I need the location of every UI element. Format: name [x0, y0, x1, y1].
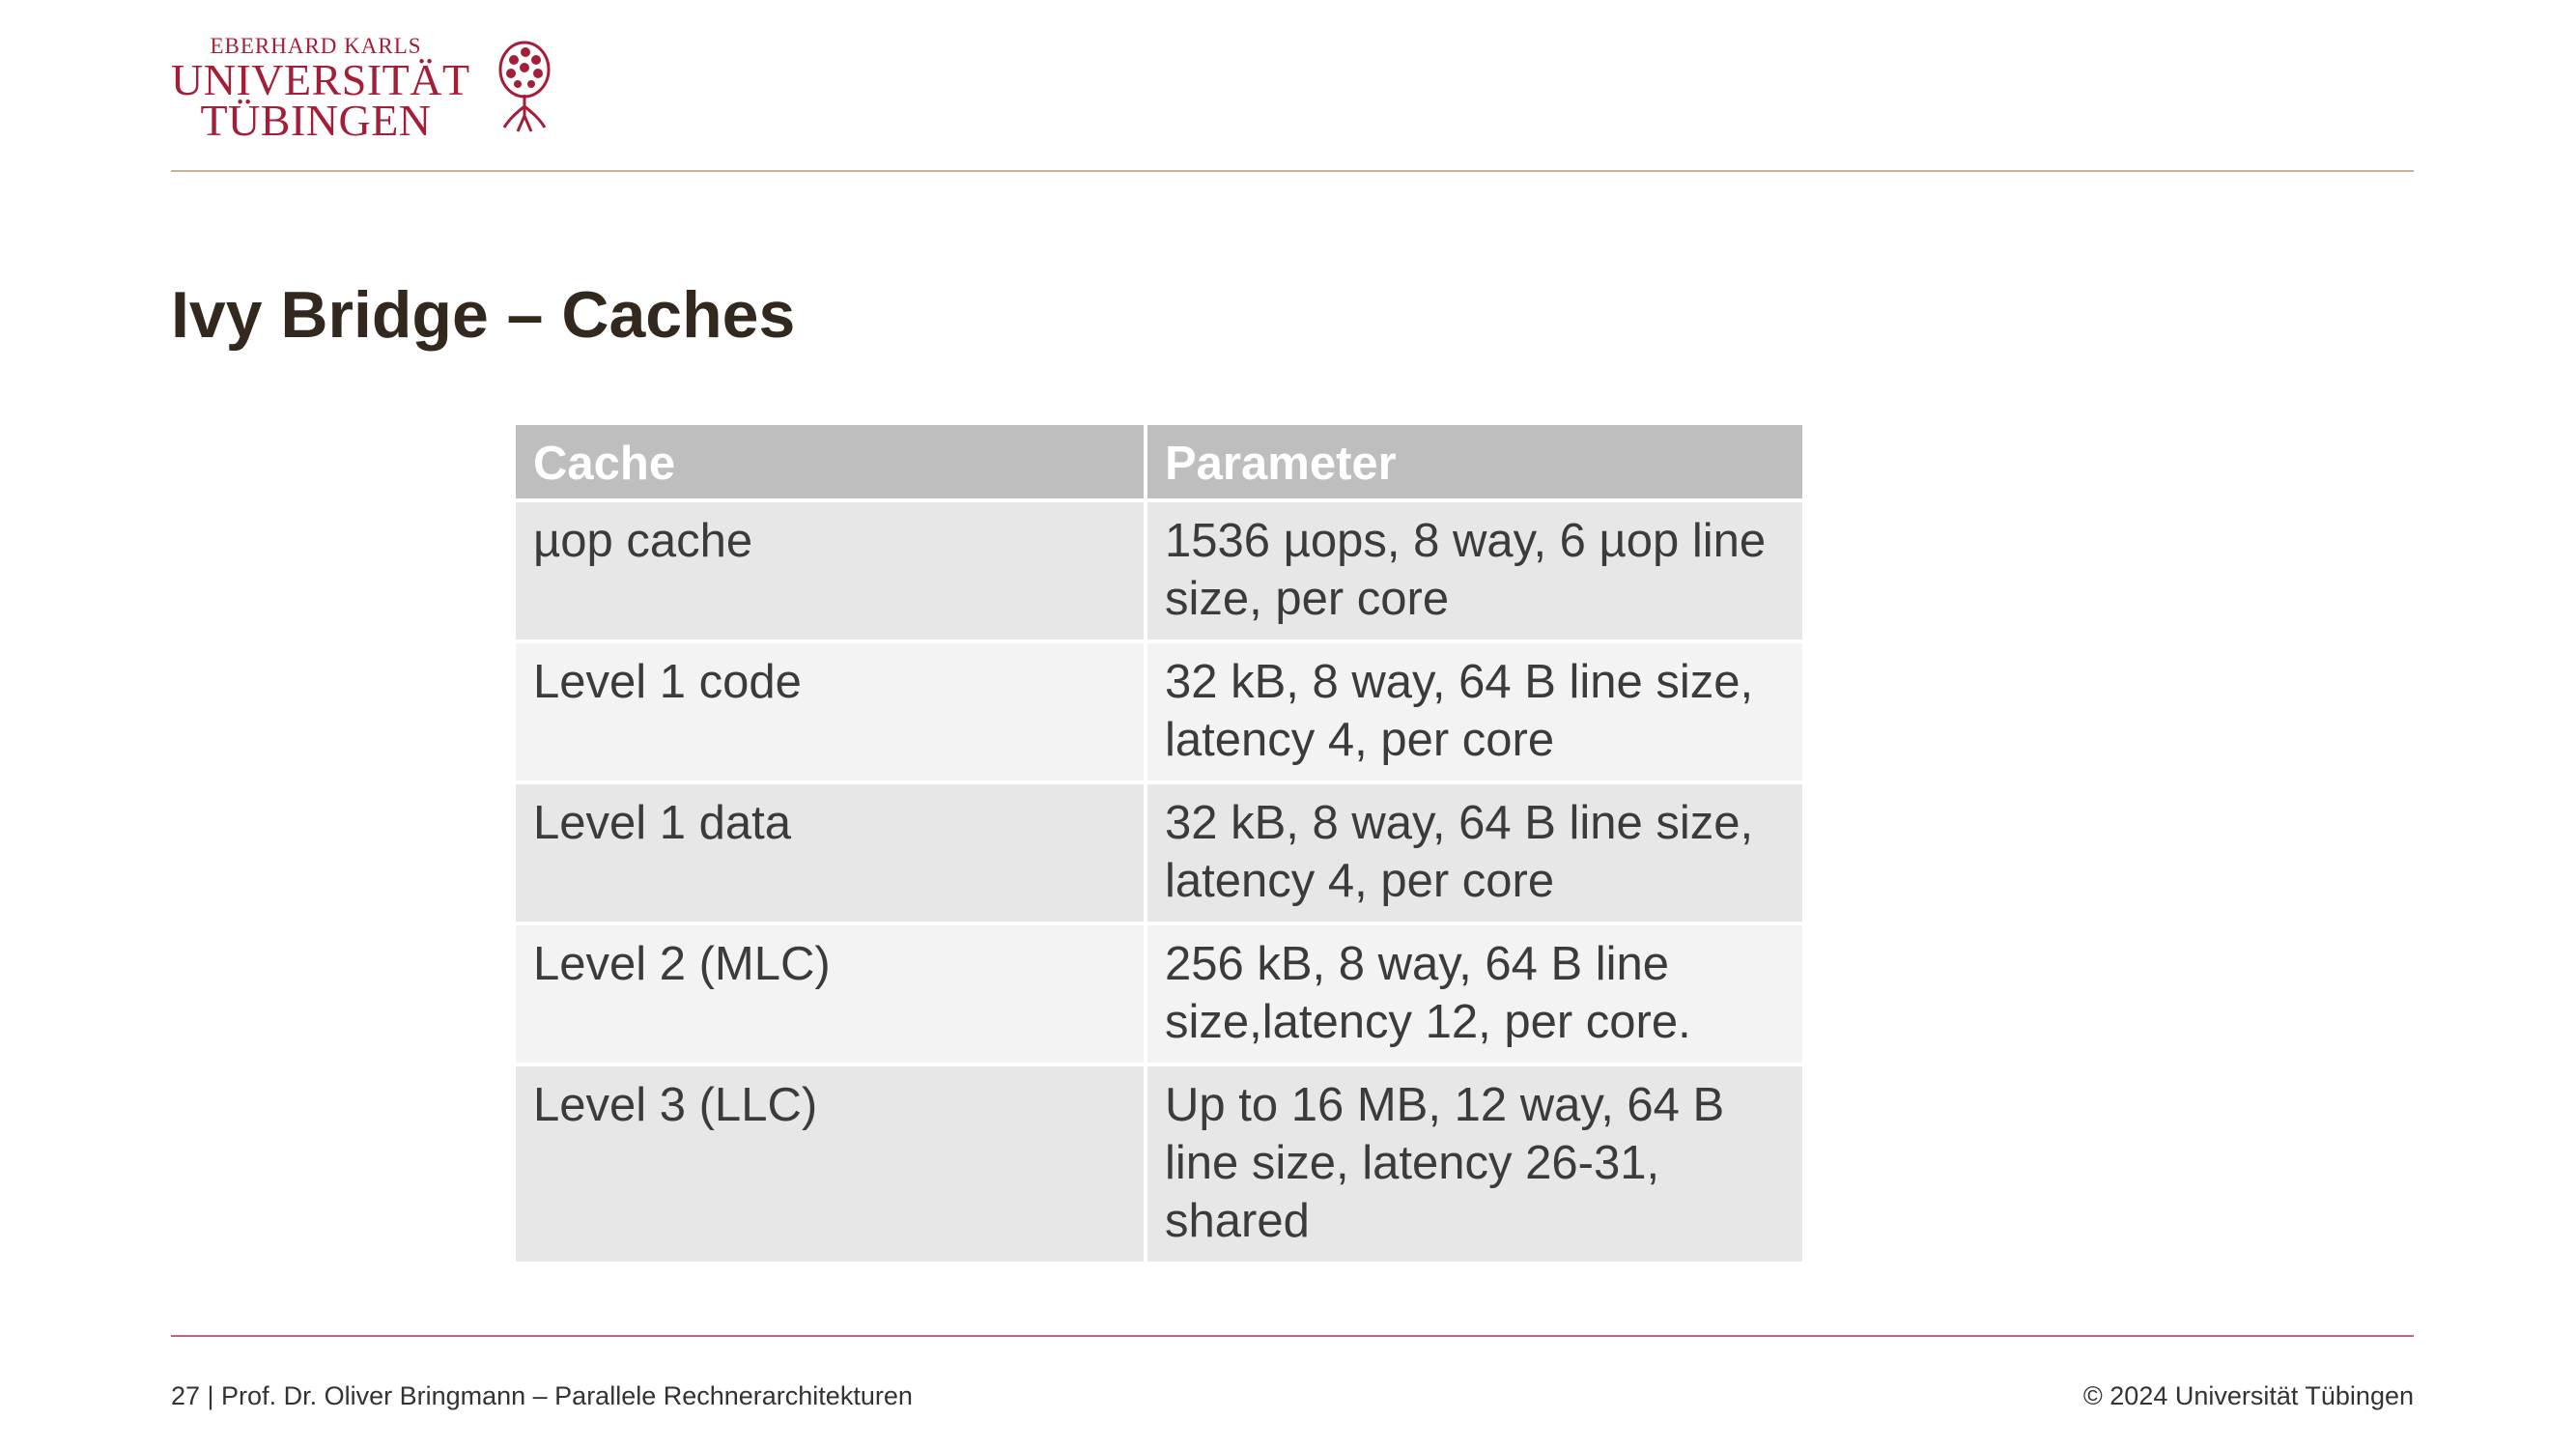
table-row: µop cache 1536 µops, 8 way, 6 µop line s… [516, 502, 1802, 639]
university-logo: EBERHARD KARLS UNIVERSITÄT TÜBINGEN [171, 33, 577, 145]
table-row: Level 1 data 32 kB, 8 way, 64 B line siz… [516, 784, 1802, 922]
table-header-row: Cache Parameter [516, 425, 1802, 498]
logo-line-1: EBERHARD KARLS [210, 34, 422, 58]
cache-name-cell: Level 2 (MLC) [516, 925, 1144, 1063]
slide-title: Ivy Bridge – Caches [171, 278, 796, 352]
cache-name-cell: Level 3 (LLC) [516, 1066, 1144, 1262]
header-divider [171, 170, 2414, 172]
cache-parameter-cell: 32 kB, 8 way, 64 B line size, latency 4,… [1147, 643, 1802, 781]
table-row: Level 1 code 32 kB, 8 way, 64 B line siz… [516, 643, 1802, 781]
footer-copyright: © 2024 Universität Tübingen [2082, 1381, 2414, 1410]
cache-name-cell: Level 1 data [516, 784, 1144, 922]
logo-line-3: TÜBINGEN [200, 96, 432, 145]
column-header-parameter: Parameter [1147, 425, 1802, 498]
tree-seal-icon [498, 41, 551, 132]
cache-parameter-cell: Up to 16 MB, 12 way, 64 B line size, lat… [1147, 1066, 1802, 1262]
footer-divider [171, 1335, 2414, 1337]
cache-table: Cache Parameter µop cache 1536 µops, 8 w… [512, 421, 1806, 1265]
cache-parameter-cell: 256 kB, 8 way, 64 B line size,latency 12… [1147, 925, 1802, 1063]
footer-slide-info: 27 | Prof. Dr. Oliver Bringmann – Parall… [171, 1381, 913, 1410]
column-header-cache: Cache [516, 425, 1144, 498]
table-row: Level 2 (MLC) 256 kB, 8 way, 64 B line s… [516, 925, 1802, 1063]
logo-line-2: UNIVERSITÄT [171, 55, 470, 104]
logo-wordmark: EBERHARD KARLS UNIVERSITÄT TÜBINGEN [171, 33, 470, 145]
cache-parameter-cell: 32 kB, 8 way, 64 B line size, latency 4,… [1147, 784, 1802, 922]
cache-name-cell: Level 1 code [516, 643, 1144, 781]
table-row: Level 3 (LLC) Up to 16 MB, 12 way, 64 B … [516, 1066, 1802, 1262]
cache-name-cell: µop cache [516, 502, 1144, 639]
cache-parameter-cell: 1536 µops, 8 way, 6 µop line size, per c… [1147, 502, 1802, 639]
